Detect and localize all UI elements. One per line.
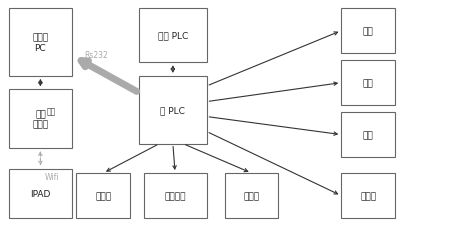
Text: 烟雾: 烟雾 <box>363 79 374 88</box>
Bar <box>139 9 207 63</box>
Text: 工控机
PC: 工控机 PC <box>32 33 48 52</box>
Text: 报警器: 报警器 <box>95 191 111 200</box>
Text: 无线
路由器: 无线 路由器 <box>32 110 48 129</box>
Bar <box>341 112 395 158</box>
Bar <box>341 61 395 106</box>
Text: 防火门: 防火门 <box>360 191 376 200</box>
Bar <box>144 173 207 218</box>
Text: 电梯 PLC: 电梯 PLC <box>158 32 188 40</box>
Bar <box>9 169 72 218</box>
Text: Wifi: Wifi <box>44 172 59 181</box>
Bar <box>341 173 395 218</box>
Text: 火焰: 火焰 <box>363 27 374 36</box>
Bar <box>341 9 395 54</box>
Bar <box>9 9 72 77</box>
Text: 网线: 网线 <box>47 107 56 116</box>
Text: 水泵: 水泵 <box>363 130 374 140</box>
Bar <box>139 76 207 144</box>
Bar <box>76 173 130 218</box>
Text: 正压风机: 正压风机 <box>164 191 186 200</box>
Text: 主 PLC: 主 PLC <box>160 106 185 115</box>
Bar <box>9 90 72 148</box>
Text: 抽风机: 抽风机 <box>243 191 260 200</box>
Text: Rs232: Rs232 <box>85 51 108 60</box>
Text: IPAD: IPAD <box>30 189 51 198</box>
Bar <box>224 173 278 218</box>
